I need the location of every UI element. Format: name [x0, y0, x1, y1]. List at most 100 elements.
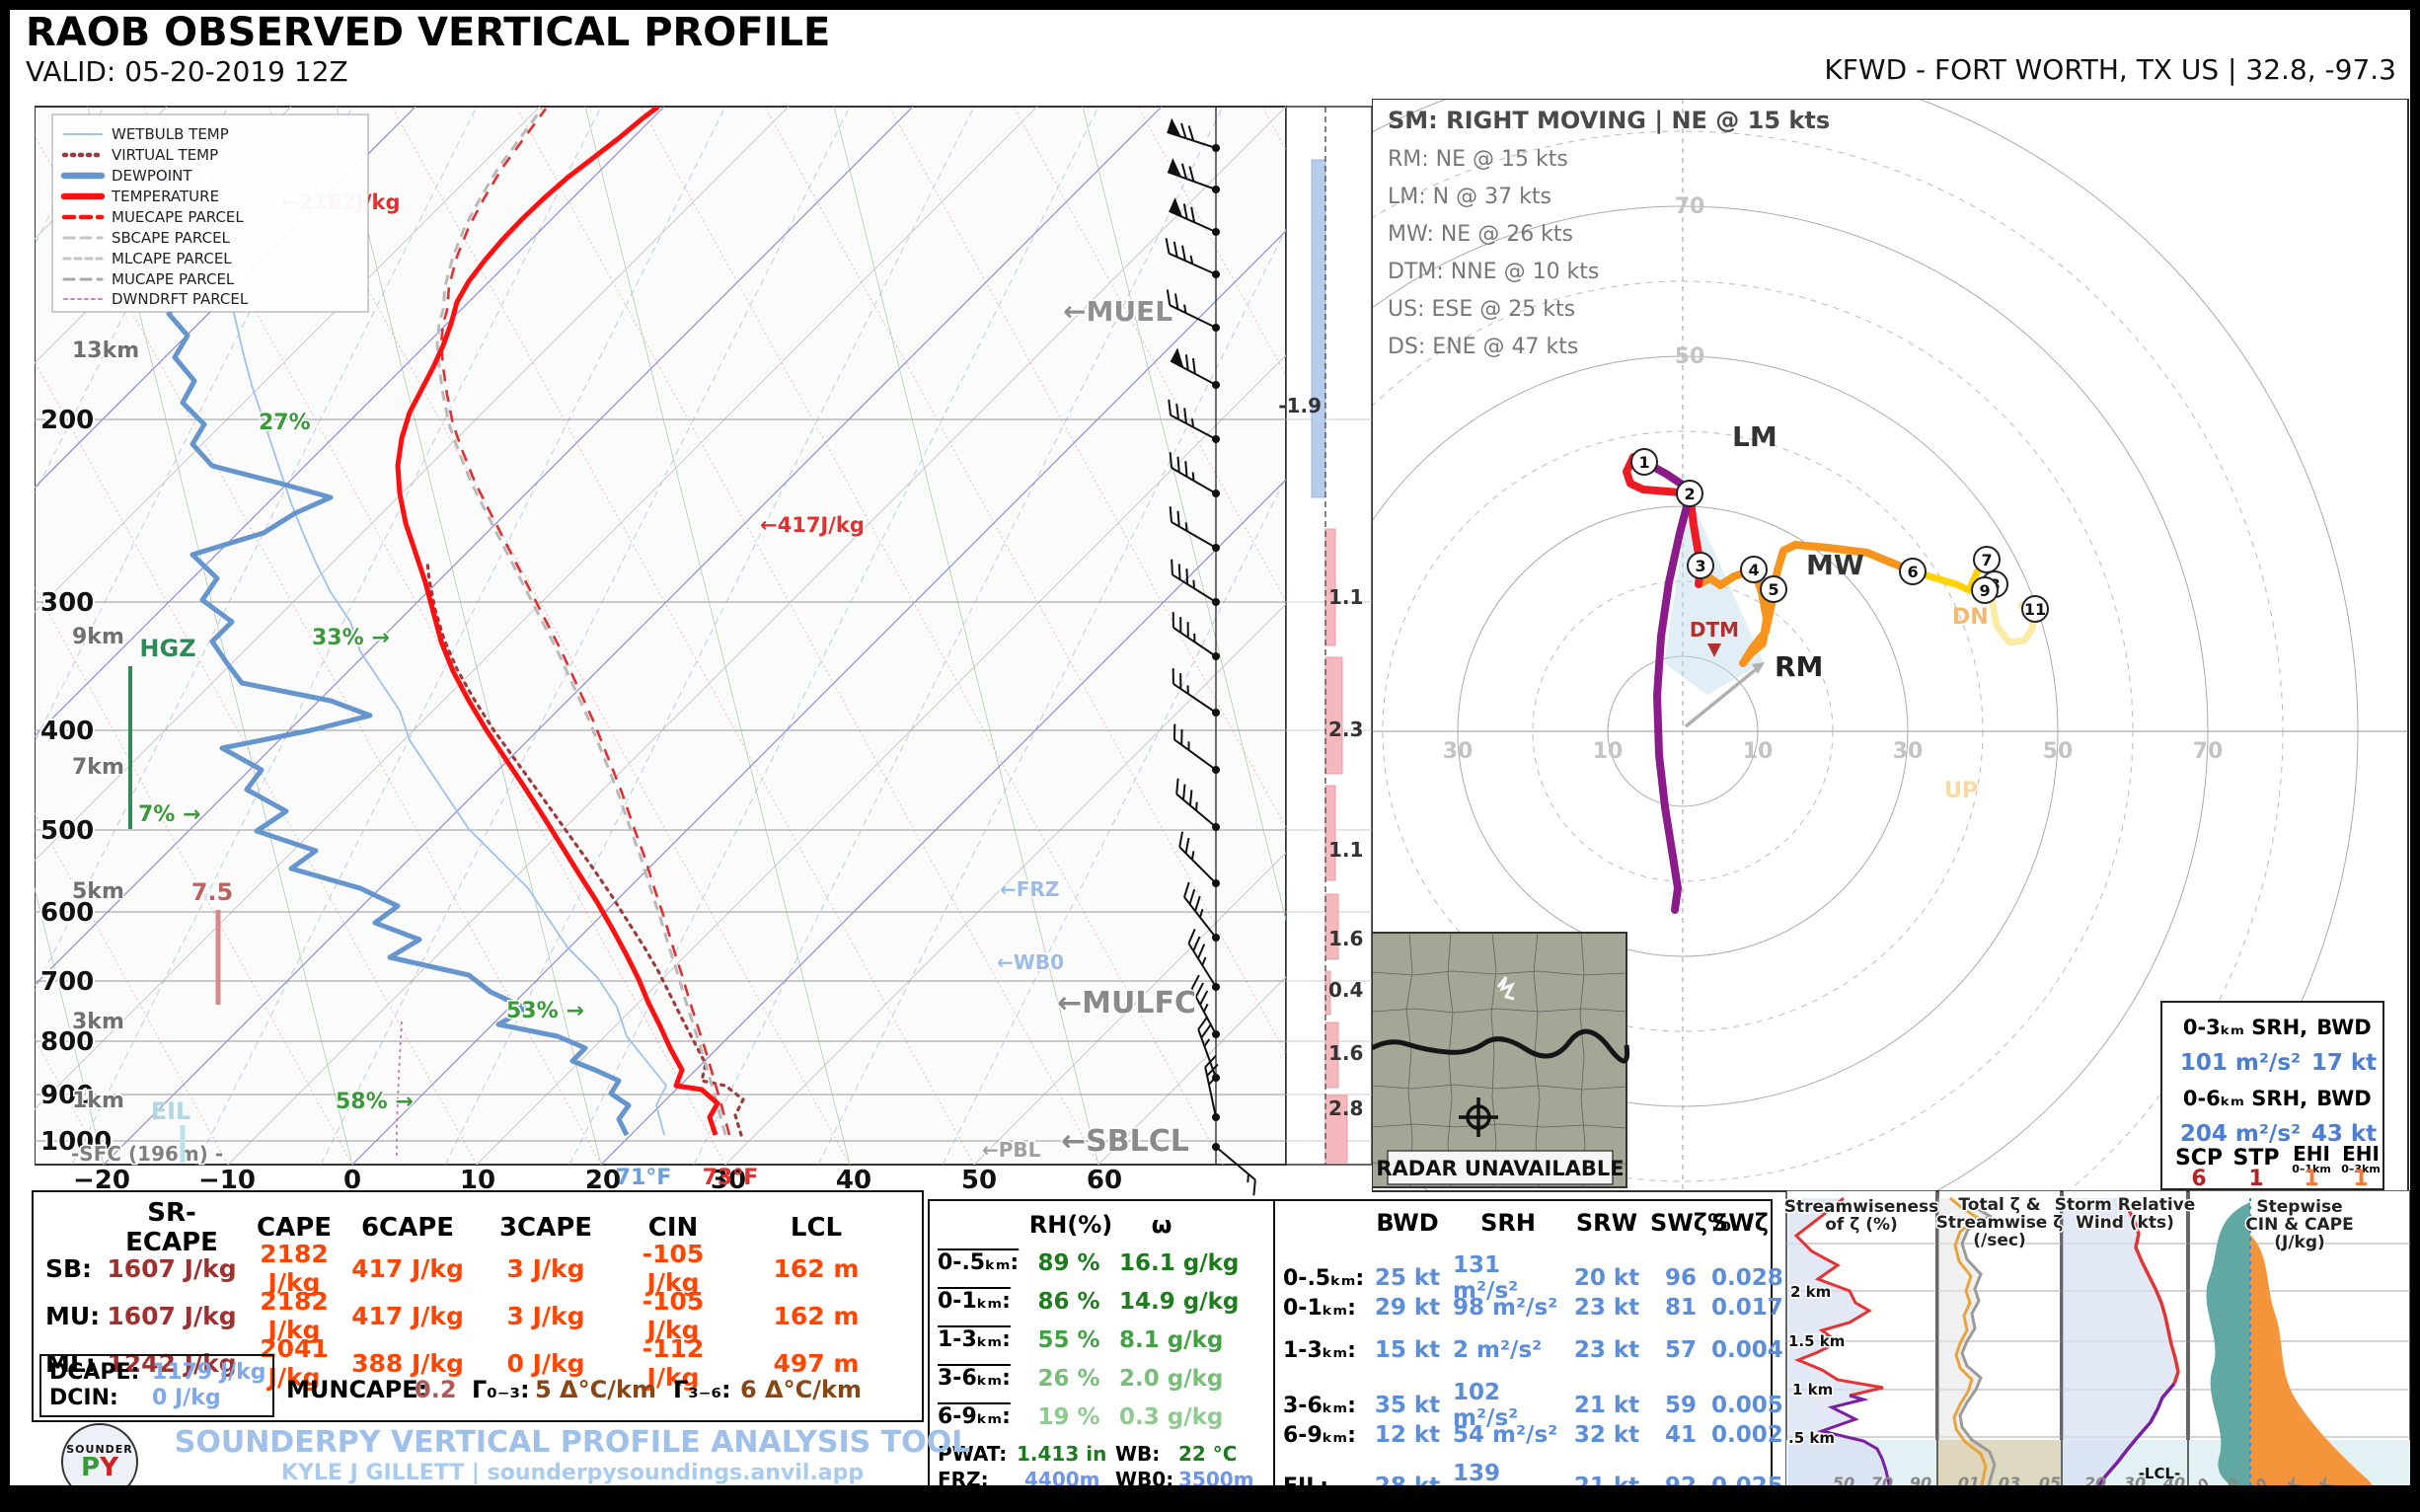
marker-label: 5: [1768, 580, 1778, 599]
srh-0-6-label: 0-6ₖₘ SRH,: [2183, 1087, 2307, 1110]
hodograph-grid: [1373, 100, 2407, 1190]
rh-annotations: 27% 33% → 7% → 53% → 58% →: [137, 410, 586, 1116]
mw-point-label: MW: [1806, 549, 1864, 581]
mixing-ratio-value: 2.0 g/kg: [1119, 1366, 1224, 1392]
gamma-0-3-label: Γ₀₋₃:: [472, 1376, 530, 1403]
cell: 0.002: [1711, 1422, 1783, 1448]
cin-cape-panel: -200 -100 0 1K 2K Stepwise CIN & CAPE (J…: [2175, 1196, 2373, 1485]
cell: 0.004: [1711, 1337, 1783, 1363]
lm-point-label: LM: [1732, 420, 1777, 453]
legend-item-label: MLCAPE PARCEL: [112, 250, 232, 267]
cell: 102 m²/s²: [1453, 1380, 1519, 1431]
pressure-tick: 500: [40, 816, 94, 846]
cell: 23 kt: [1573, 1295, 1640, 1321]
pressure-tick: 600: [40, 898, 94, 928]
layer-label: 0-.5ₖₘ:: [938, 1250, 1020, 1275]
moisture-row: 6-9ₖₘ: 19 % 0.3 g/kg: [930, 1404, 1277, 1438]
cell: 388 J/kg: [351, 1348, 464, 1378]
kinematics-row: 1-3ₖₘ: 15 kt 2 m²/s² 23 kt 57 0.004: [1275, 1337, 1783, 1363]
x-tick: 20: [2084, 1474, 2106, 1485]
radar-crosshair: [1459, 1097, 1498, 1137]
thermo-table: SR-ECAPE CAPE 6CAPE 3CAPE CIN LCL SB: 16…: [32, 1190, 924, 1422]
thermo-header: 6CAPE: [360, 1213, 455, 1243]
thermo-header: CIN: [647, 1213, 699, 1243]
cell: 2041 J/kg: [260, 1334, 329, 1392]
cape-mid-label: ←417J/kg: [760, 513, 865, 537]
moisture-row: 0-1ₖₘ: 86 % 14.9 g/kg: [930, 1289, 1277, 1323]
legend-item-label: VIRTUAL TEMP: [112, 146, 218, 164]
omega-strip: -1.9 1.1 2.3 1.1 1.6 0.4 1.6 2.8: [1278, 107, 1372, 1165]
legend-item-label: WETBULB TEMP: [112, 125, 229, 143]
logo-y: Y: [100, 1452, 118, 1482]
cell: 2 m²/s²: [1453, 1337, 1543, 1363]
omega-bar-negative: [1311, 159, 1326, 498]
frz-row-label: FRZ:: [938, 1468, 989, 1485]
x-tick: .03: [1993, 1474, 2020, 1485]
cell: 3 J/kg: [506, 1253, 585, 1283]
rh-53: 53% →: [506, 999, 584, 1023]
muncape-value: 0.2: [415, 1376, 457, 1403]
muecape-parcel-line: [439, 108, 731, 1136]
surface-label: -SFC (196m) -: [71, 1142, 223, 1166]
srh-0-3-value: 101 m²/s²: [2180, 1050, 2301, 1076]
cell: 21 kt: [1563, 1474, 1650, 1485]
panel-title: Storm Relative: [2055, 1195, 2196, 1215]
sblcl-label: ←SBLCL: [1061, 1124, 1189, 1159]
cell: 0.005: [1711, 1393, 1783, 1418]
hodograph-ring-labels: 30 10 10 30 50 70 70 50: [1443, 194, 2224, 764]
dtm-marker: [1707, 643, 1721, 657]
srh-0-6-value: 204 m²/s²: [2180, 1121, 2301, 1147]
cell: 21 kt: [1573, 1393, 1640, 1418]
hodograph-panel: 30 10 10 30 50 70 70 50 SM: RIGHT MOVING…: [1372, 99, 2409, 1192]
wb0-label: ←WB0: [997, 950, 1064, 974]
cell: 35 kt: [1374, 1393, 1441, 1418]
layer-label: 6-9ₖₘ:: [938, 1404, 1011, 1429]
lapse-label: 7.5: [191, 878, 234, 906]
cell: 162 m: [773, 1253, 860, 1283]
cell: 0 J/kg: [506, 1348, 585, 1378]
cell: 15 kt: [1374, 1337, 1441, 1363]
mixing-ratio-value: 8.1 g/kg: [1119, 1327, 1224, 1353]
y-label: 2 km: [1790, 1283, 1831, 1301]
thermo-row-sb: SB: 1607 J/kg 2182 J/kg 417 J/kg 3 J/kg …: [34, 1240, 918, 1297]
dn-point-label: DN: [1952, 605, 1989, 630]
moisture-table: RH(%) ω 0-.5ₖₘ: 89 % 16.1 g/kg 0-1ₖₘ: 86…: [928, 1199, 1279, 1485]
ring-label: 70: [1675, 194, 1705, 219]
omega-value: 2.8: [1328, 1096, 1363, 1120]
bwd-0-6-value: 43 kt: [2311, 1121, 2377, 1147]
rm-motion-label: RM: NE @ 15 kts: [1388, 147, 1568, 172]
pressure-tick: 300: [40, 588, 94, 618]
kinematics-row: 0-.5ₖₘ: 25 kt 131 m²/s² 20 kt 96 0.028: [1275, 1252, 1783, 1304]
sm-label: SM: RIGHT MOVING | NE @ 15 kts: [1388, 107, 1830, 134]
pressure-tick: 700: [40, 967, 94, 997]
temperature-line: [395, 107, 720, 1136]
cell: 3 J/kg: [506, 1301, 585, 1330]
cell: 1607 J/kg: [107, 1253, 237, 1283]
dcape-label: DCAPE:: [49, 1360, 140, 1385]
muncape-label: MUNCAPE:: [286, 1376, 428, 1403]
gamma-3-6-value: 6 Δ°C/km: [740, 1376, 862, 1403]
cell: -105 J/kg: [642, 1240, 705, 1297]
frz-label: ←FRZ: [1000, 877, 1059, 901]
cell: 417 J/kg: [351, 1301, 464, 1330]
lcl-marker-label: -LCL-: [2139, 1465, 2181, 1482]
x-tick: 0: [2252, 1474, 2272, 1485]
us-motion-label: US: ESE @ 25 kts: [1388, 297, 1575, 322]
km-label: 3km: [72, 1010, 124, 1034]
gamma-3-6-label: Γ₃₋₆:: [673, 1376, 731, 1403]
rh-value: 86 %: [1037, 1289, 1100, 1315]
pressure-tick: 900: [40, 1081, 94, 1110]
station-label: KFWD - FORT WORTH, TX US | 32.8, -97.3: [1824, 53, 2396, 86]
row-label: ML:: [45, 1348, 96, 1378]
cell: 1242 J/kg: [107, 1348, 237, 1378]
temp-tick: 0: [343, 1166, 361, 1195]
skewt-background-grid: [35, 107, 1286, 1165]
ehi-0-1-header: EHI: [2293, 1142, 2330, 1166]
wb0-row-label: WB0:: [1115, 1468, 1174, 1485]
wind-barb-column: [1160, 107, 1263, 1196]
ring-label: 10: [1743, 739, 1774, 764]
kinematics-row: 6-9ₖₘ: 12 kt 54 m²/s² 32 kt 41 0.002: [1275, 1422, 1783, 1448]
cell: 0.017: [1711, 1295, 1783, 1321]
cell: 131 m²/s²: [1453, 1252, 1519, 1304]
skewt-panel: -1.9 1.1 2.3 1.1 1.6 0.4 1.6 2.8 200 300…: [35, 106, 1372, 1196]
